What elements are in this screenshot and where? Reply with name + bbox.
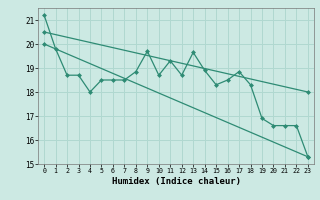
X-axis label: Humidex (Indice chaleur): Humidex (Indice chaleur) (111, 177, 241, 186)
